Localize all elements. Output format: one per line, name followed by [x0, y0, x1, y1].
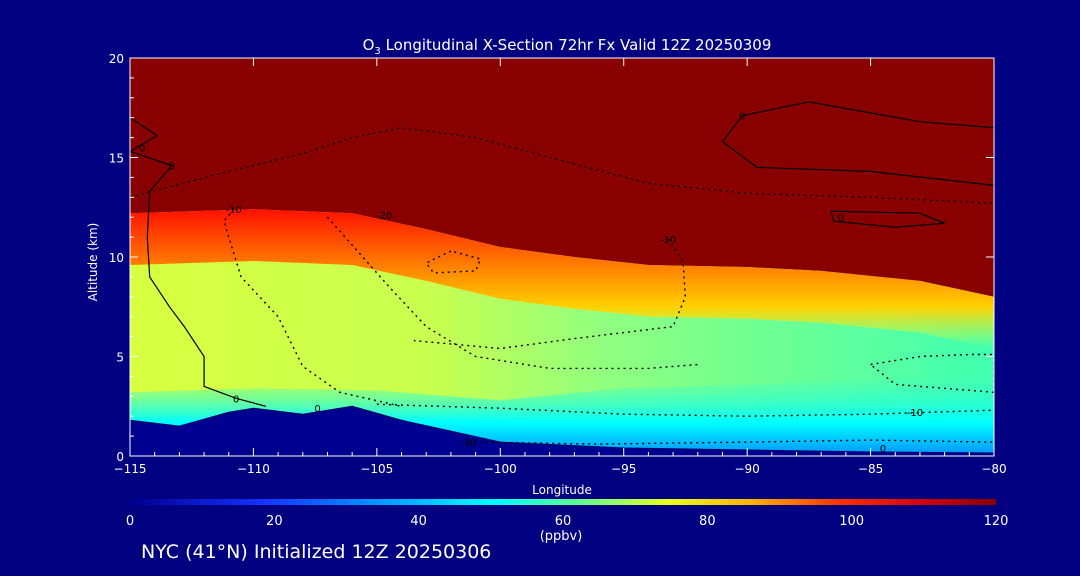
colorbar-tick-label: 100 — [839, 514, 864, 529]
contour-dotted-lower — [376, 403, 994, 417]
colorbar-tick-label: 60 — [555, 514, 572, 529]
contour-label: 0 — [169, 161, 175, 172]
y-tick-label: 0 — [116, 450, 124, 464]
contour-dotted-inner — [425, 250, 482, 274]
contour-label: -10 — [660, 235, 676, 246]
colorbar-units: (ppbv) — [540, 529, 583, 544]
x-tick-label: −100 — [484, 462, 517, 476]
contour-dotted-upper — [130, 126, 994, 204]
chart-title: O3 Longitudinal X-Section 72hr Fx Valid … — [363, 36, 772, 57]
contour-label: 0 — [838, 213, 844, 224]
x-tick-label: −105 — [360, 462, 393, 476]
contour-solid-west — [130, 117, 266, 407]
contour-label: 0 — [314, 404, 320, 415]
contour-label: -10 — [460, 438, 476, 449]
colorbar-tick-label: 80 — [699, 514, 716, 529]
y-tick-label: 10 — [109, 251, 124, 265]
x-tick-label: −95 — [611, 462, 636, 476]
contour-solid-mid-east — [830, 210, 945, 228]
contour-label: 0 — [139, 144, 145, 155]
x-axis-label: Longitude — [532, 483, 592, 497]
colorbar-tick-label: 0 — [126, 514, 134, 529]
plot-area: 0 0 0 0 -10 -20 -10 0 0 -10 -10 0 — [130, 58, 994, 456]
contour-label: 0 — [880, 444, 886, 455]
x-tick-label: −90 — [734, 462, 759, 476]
y-tick-label: 5 — [116, 351, 124, 365]
contour-lines — [130, 101, 994, 445]
y-tick-label: 20 — [109, 52, 124, 66]
contour-label: -20 — [376, 211, 392, 222]
x-tick-label: −115 — [114, 462, 147, 476]
colorbar-ticks: 0 20 40 60 80 100 120 — [126, 514, 1009, 529]
contour-label-group: 0 0 0 0 -10 -20 -10 0 0 -10 -10 0 — [139, 112, 923, 455]
terrain-mask — [130, 405, 994, 456]
contour-label: 0 — [739, 112, 745, 123]
x-tick-label: −85 — [858, 462, 883, 476]
y-axis-label: Altitude (km) — [86, 223, 100, 302]
footer-caption: NYC (41°N) Initialized 12Z 20250306 — [141, 541, 492, 563]
contour-dotted-low-east — [870, 353, 994, 394]
colorbar-tick-label: 20 — [266, 514, 283, 529]
contour-label: -10 — [226, 205, 242, 216]
y-axis: 0 5 10 15 20 — [109, 52, 994, 464]
x-tick-label: −110 — [237, 462, 270, 476]
contour-dotted-m10 — [223, 208, 402, 407]
x-tick-label: −80 — [981, 462, 1006, 476]
y-tick-label: 15 — [109, 152, 124, 166]
colorbar-tick-label: 40 — [410, 514, 427, 529]
tropopause-gradient-band — [130, 209, 994, 349]
contour-label: -10 — [907, 408, 923, 419]
contour-solid-upper-east — [721, 101, 994, 186]
x-axis: −115 −110 −105 −100 −95 −90 −85 −80 — [114, 58, 1007, 476]
colorbar — [130, 499, 996, 505]
colorbar-tick-label: 120 — [984, 514, 1009, 529]
contour-label: 0 — [233, 394, 239, 405]
